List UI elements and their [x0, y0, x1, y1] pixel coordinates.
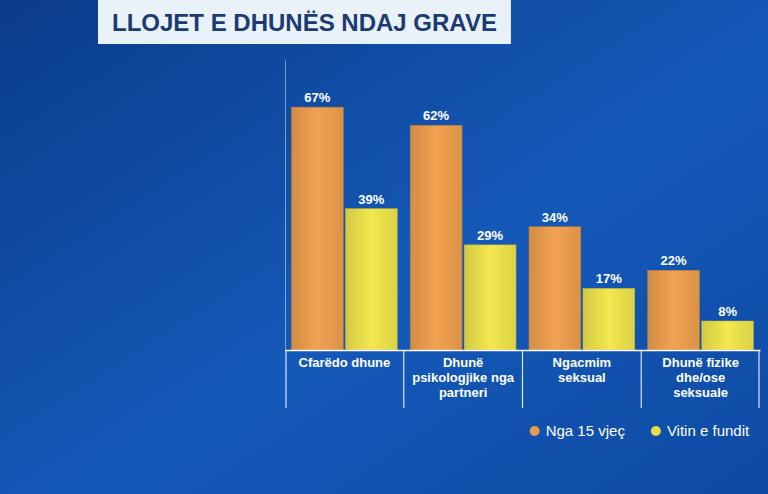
x-tick: Cfarëdo dhune — [299, 350, 391, 370]
title-background — [98, 0, 511, 44]
data-label: 39% — [358, 192, 384, 207]
data-labels: 67% 62% 34% 22% 39% 29% 17% 8% — [304, 90, 737, 319]
title-box: LLOJET E DHUNËS NDAJ GRAVE — [98, 0, 511, 44]
data-label: 29% — [477, 228, 503, 243]
data-label: 34% — [542, 210, 568, 225]
x-tick: Dhunë fizikedhe/oseseksuale — [662, 350, 739, 400]
bars — [291, 107, 753, 350]
separator — [403, 350, 404, 408]
legend-marker — [651, 426, 661, 436]
data-label: 22% — [661, 253, 687, 268]
legend-item: Nga 15 vjeç — [530, 422, 626, 439]
chart: LLOJET E DHUNËS NDAJ GRAVE 67% 62% 34% 22% 39… — [0, 0, 768, 494]
separator — [522, 350, 523, 408]
legend: Nga 15 vjeç Vitin e fundit — [530, 422, 750, 439]
x-tick-label: Dhunëpsikologjike ngapartneri — [412, 355, 515, 400]
bar — [464, 245, 516, 350]
data-label: 17% — [596, 271, 622, 286]
bar — [291, 107, 343, 350]
x-tick-label: Cfarëdo dhune — [299, 355, 391, 370]
bar — [345, 209, 397, 350]
x-tick: Ngacmimseksual — [553, 350, 612, 385]
x-tick-label: Dhunë fizikedhe/oseseksuale — [662, 355, 739, 400]
data-label: 8% — [718, 304, 737, 319]
bar — [648, 270, 700, 350]
background — [0, 0, 768, 494]
separator — [641, 350, 642, 408]
bar — [583, 288, 635, 350]
bar — [702, 321, 754, 350]
x-tick-label: Ngacmimseksual — [553, 355, 612, 385]
bar — [529, 227, 581, 350]
y-axis-line — [285, 61, 286, 351]
separators — [286, 350, 759, 408]
bar-series — [345, 209, 753, 350]
legend-label: Nga 15 vjeç — [546, 422, 626, 439]
legend-marker — [530, 426, 540, 436]
data-label: 67% — [304, 90, 330, 105]
separator — [285, 350, 286, 408]
separator — [758, 350, 759, 408]
y-axis — [285, 61, 286, 351]
bar-series — [291, 107, 699, 350]
title: LLOJET E DHUNËS NDAJ GRAVE — [112, 9, 497, 36]
legend-label: Vitin e fundit — [667, 422, 750, 439]
legend-item: Vitin e fundit — [651, 422, 750, 439]
bar — [410, 125, 462, 350]
x-tick: Dhunëpsikologjike ngapartneri — [412, 350, 515, 400]
data-label: 62% — [423, 108, 449, 123]
